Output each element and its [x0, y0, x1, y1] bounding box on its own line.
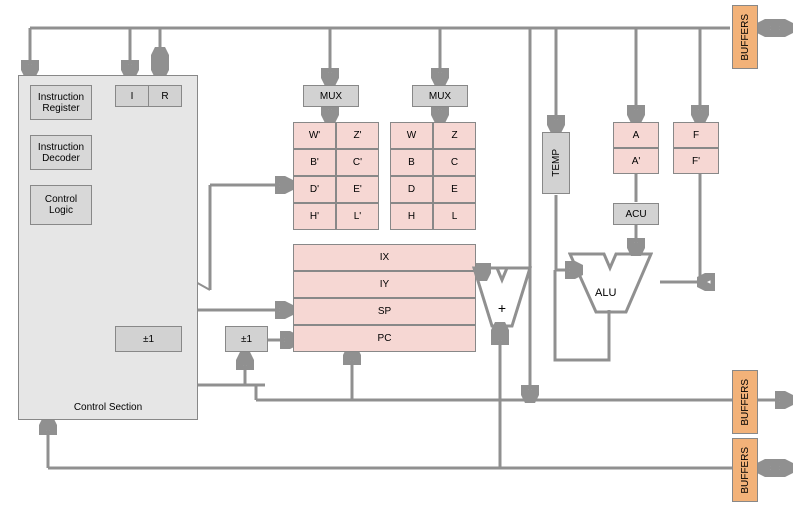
- reg-cell: F: [673, 122, 719, 148]
- control-panel: Control Section: [18, 75, 198, 420]
- regfile-right: WZBCDEHL: [390, 122, 476, 230]
- adder-shape: [472, 266, 532, 328]
- alu-shape: [568, 252, 653, 314]
- cpu-diagram: Control Section Instruction Register Ins…: [0, 0, 800, 507]
- reg-cell: W': [293, 122, 336, 149]
- reg-cell: F': [673, 148, 719, 174]
- regfile-af: AF A' F': [613, 122, 719, 174]
- reg-cell: D: [390, 176, 433, 203]
- reg-cell: E: [433, 176, 476, 203]
- reg-cell: A': [613, 148, 659, 174]
- mux-a: MUX: [303, 85, 359, 107]
- reg-cell: L': [336, 203, 379, 230]
- reg-cell: W: [390, 122, 433, 149]
- reg-cell: A: [613, 122, 659, 148]
- control-logic: Control Logic: [30, 185, 92, 225]
- reg-cell: IX: [293, 244, 476, 271]
- reg-cell: E': [336, 176, 379, 203]
- reg-cell: C: [433, 149, 476, 176]
- mux-b: MUX: [412, 85, 468, 107]
- reg-r: R: [148, 85, 182, 107]
- alu-label: ALU: [595, 287, 616, 299]
- reg-cell: B: [390, 149, 433, 176]
- regfile-left: W'Z'B'C'D'E'H'L': [293, 122, 379, 230]
- buffers-top: BUFFERS: [732, 5, 758, 69]
- reg-cell: SP: [293, 298, 476, 325]
- reg-cell: H: [390, 203, 433, 230]
- reg-cell: Z: [433, 122, 476, 149]
- reg-cell: B': [293, 149, 336, 176]
- reg-cell: C': [336, 149, 379, 176]
- reg-cell: L: [433, 203, 476, 230]
- reg-i: I: [115, 85, 149, 107]
- incdec-b: ±1: [225, 326, 268, 352]
- temp: TEMP: [542, 132, 570, 194]
- reg-cell: D': [293, 176, 336, 203]
- incdec-a: ±1: [115, 326, 182, 352]
- buffers-mid: BUFFERS: [732, 370, 758, 434]
- reg-cell: H': [293, 203, 336, 230]
- wide-regs: IXIYSPPC: [293, 244, 476, 352]
- adder-label: +: [472, 300, 532, 316]
- reg-cell: PC: [293, 325, 476, 352]
- control-panel-label: Control Section: [74, 402, 142, 413]
- instruction-register: Instruction Register: [30, 85, 92, 120]
- reg-cell: Z': [336, 122, 379, 149]
- instruction-decoder: Instruction Decoder: [30, 135, 92, 170]
- reg-cell: IY: [293, 271, 476, 298]
- buffers-bot: BUFFERS: [732, 438, 758, 502]
- acu: ACU: [613, 203, 659, 225]
